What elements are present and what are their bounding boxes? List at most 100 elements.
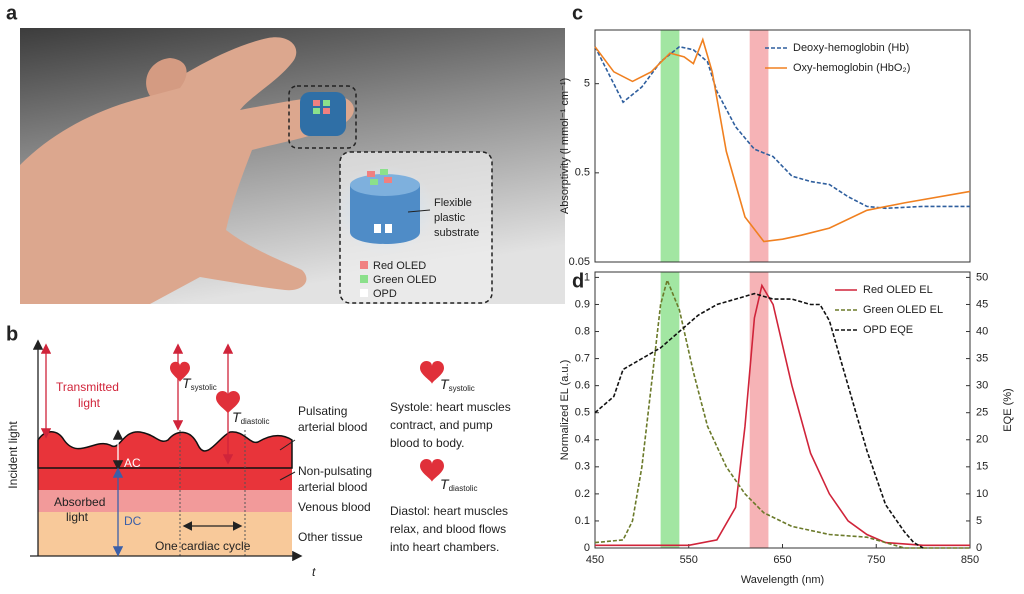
ring-top — [350, 174, 420, 196]
symbol: Tdiastolic — [440, 476, 477, 493]
y-tick-label: 0.7 — [575, 352, 590, 364]
opd — [374, 224, 381, 233]
layer-pulsating — [37, 431, 293, 469]
label: AC — [124, 456, 141, 470]
legend-swatch — [360, 261, 368, 269]
subscript: diastolic — [449, 484, 478, 493]
callout-text: plastic — [434, 212, 466, 224]
oled-green — [313, 108, 320, 114]
series-line — [595, 283, 970, 547]
x-axis-label: Wavelength (nm) — [741, 574, 824, 586]
series-line — [594, 37, 971, 243]
y2-tick-label: 0 — [976, 542, 982, 554]
y2-tick-label: 15 — [976, 461, 988, 473]
label: Absorbed — [54, 495, 105, 509]
layer-label: Venous blood — [298, 500, 371, 514]
photo: Flexible plastic substrate Red OLED Gree… — [20, 28, 565, 305]
heart — [216, 390, 240, 414]
heart — [420, 360, 444, 384]
y-tick-label: 0.1 — [575, 515, 590, 527]
y-tick-label: 1 — [584, 271, 590, 283]
note: relax, and blood flows — [390, 522, 506, 536]
y2-tick-label: 40 — [976, 325, 988, 337]
y-axis-label: Absorptivity (l mmol⁻¹ cm⁻¹) — [559, 78, 571, 214]
y2-tick-label: 25 — [976, 407, 988, 419]
highlight-band — [749, 272, 769, 548]
note: Diastol: heart muscles — [390, 504, 508, 518]
callout-box — [288, 85, 357, 149]
hand — [20, 37, 354, 305]
panel-label: c — [572, 2, 583, 24]
label: One cardiac cycle — [155, 539, 251, 553]
symbol: T — [182, 375, 192, 391]
symbol: Tdiastolic — [232, 409, 269, 426]
layer-label: Pulsating — [298, 404, 347, 418]
oled-green — [370, 179, 378, 185]
y2-tick-label: 45 — [976, 298, 988, 310]
x-tick-label: 750 — [867, 554, 885, 566]
x-tick-label: 450 — [586, 554, 604, 566]
heart — [420, 458, 444, 482]
y2-tick-label: 10 — [976, 488, 988, 500]
legend-label: Deoxy-hemoglobin (Hb) — [793, 42, 909, 54]
callout-text: substrate — [434, 227, 479, 239]
legend-label: OPD — [373, 288, 397, 300]
symbol: Tsystolic — [182, 375, 217, 392]
plot-frame — [594, 29, 971, 263]
ppg-diagram: Incident light Transmitted light Tsystol… — [6, 339, 511, 579]
symbol: T — [440, 476, 450, 492]
legend-label: Red OLED EL — [863, 284, 933, 296]
highlight-band — [660, 30, 680, 262]
legend-label: Red OLED — [373, 260, 426, 272]
layer-tissue — [38, 512, 292, 556]
y-tick-label: 0.3 — [575, 461, 590, 473]
y2-tick-label: 20 — [976, 434, 988, 446]
subscript: diastolic — [241, 417, 270, 426]
y-tick-label: 0.6 — [575, 380, 590, 392]
y-tick-label: 0.2 — [575, 488, 590, 500]
pointer — [279, 471, 296, 481]
series-line — [594, 277, 970, 549]
x-tick-label: 850 — [961, 554, 979, 566]
legend-swatch — [360, 275, 368, 283]
pointer — [407, 209, 431, 213]
axis-label: t — [312, 565, 316, 579]
y2-tick-label: 35 — [976, 352, 988, 364]
legend-label: Green OLED EL — [863, 304, 943, 316]
finger — [146, 58, 187, 96]
note: Systole: heart muscles — [390, 400, 511, 414]
panel-label: b — [6, 323, 18, 345]
layer-label: Non-pulsating — [298, 464, 372, 478]
label: light — [66, 510, 89, 524]
subscript: systolic — [449, 384, 475, 393]
x-tick-label: 650 — [773, 554, 791, 566]
y-tick-label: 0.9 — [575, 298, 590, 310]
symbol: Tsystolic — [440, 376, 475, 393]
oled-red — [323, 108, 330, 114]
layer-arterial — [38, 468, 292, 490]
symbol: T — [440, 376, 450, 392]
y2-axis-label: EQE (%) — [1002, 388, 1014, 431]
ring-body — [350, 185, 420, 244]
note: contract, and pump — [390, 418, 493, 432]
label: Transmitted — [56, 380, 119, 394]
highlight-band — [749, 30, 769, 262]
x-tick-label: 550 — [680, 554, 698, 566]
y2-tick-label: 50 — [976, 271, 988, 283]
y-tick-label: 0.8 — [575, 325, 590, 337]
panel-label: a — [6, 2, 18, 24]
legend-label: OPD EQE — [863, 324, 913, 336]
highlight-band — [660, 272, 680, 548]
y-axis-label: Normalized EL (a.u.) — [559, 360, 571, 460]
panel-label: d — [572, 270, 584, 292]
oled-red — [313, 100, 320, 106]
legend-swatch — [360, 289, 368, 297]
layer-label: arterial blood — [298, 420, 367, 434]
y-tick-label: 0.05 — [569, 256, 590, 268]
label: light — [78, 396, 101, 410]
note: into heart chambers. — [390, 540, 499, 554]
y2-tick-label: 5 — [976, 515, 982, 527]
layer-venous — [38, 490, 292, 512]
subscript: systolic — [191, 383, 217, 392]
opd — [385, 224, 392, 233]
